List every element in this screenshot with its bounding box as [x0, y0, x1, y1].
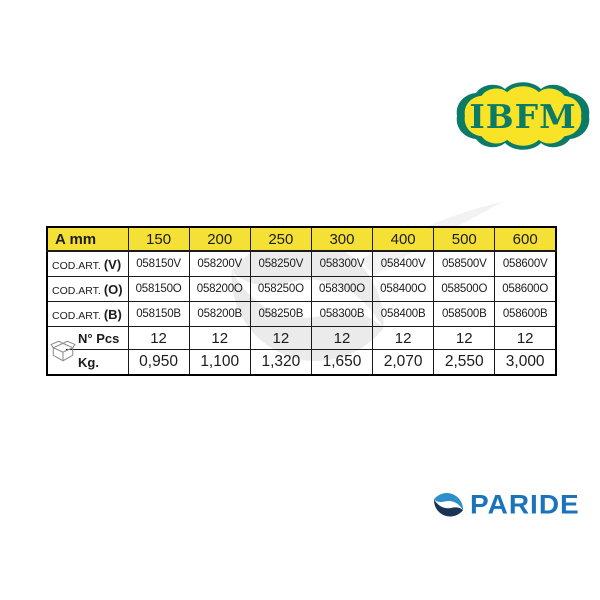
size-header-cell: 150	[127, 226, 190, 252]
ibfm-logo-text: IBFM	[469, 97, 576, 136]
pcs-cell: 12	[249, 326, 312, 350]
ibfm-logo: IBFM	[456, 82, 590, 150]
pcs-cell: 12	[127, 326, 190, 350]
pcs-cell: 12	[310, 326, 374, 350]
code-cell: 058200O	[188, 276, 251, 302]
pcs-cell: 12	[372, 326, 435, 350]
code-cell: 058250V	[249, 250, 312, 277]
code-cell: 058250B	[249, 301, 312, 327]
code-cell: 058250O	[249, 276, 312, 302]
size-header-cell: 400	[372, 226, 435, 252]
kg-cell: 2,550	[433, 349, 496, 376]
code-cell: 058600B	[494, 301, 557, 327]
kg-cell: 2,070	[372, 349, 435, 376]
pcs-cell: 12	[494, 326, 557, 350]
paride-s-top	[434, 493, 463, 511]
cod-art-label: COD.ART.	[52, 259, 101, 272]
ibfm-logo-field	[464, 86, 582, 146]
code-cell: 058600V	[494, 250, 557, 277]
paride-s-icon	[434, 493, 463, 517]
size-header-cell: 250	[249, 226, 312, 252]
kg-cell: 3,000	[494, 349, 557, 376]
size-header-label: A mm	[46, 226, 129, 252]
code-cell: 058200B	[188, 301, 251, 327]
size-header-cell: 600	[494, 226, 557, 252]
code-row-label: COD.ART. (B)	[46, 301, 129, 327]
variant-o: (O)	[103, 281, 123, 297]
code-row-label: COD.ART. (O)	[46, 276, 129, 302]
code-row-b: COD.ART. (B) 058150B 058200B 058250B 0583…	[46, 301, 557, 327]
product-spec-table: A mm 150 200 250 300 400 500 600 COD.ART…	[46, 226, 557, 376]
variant-b: (B)	[103, 306, 122, 322]
kg-cell: 1,100	[188, 349, 251, 376]
size-header-cell: 500	[433, 226, 496, 252]
pcs-label: N° Pcs	[66, 327, 127, 350]
paride-logo: PARIDE	[430, 486, 580, 523]
pcs-cell: 12	[188, 326, 251, 350]
paride-wordmark: PARIDE	[470, 489, 580, 519]
size-header-row: A mm 150 200 250 300 400 500 600	[46, 226, 557, 252]
kg-row: 0,950 1,100 1,320 1,650 2,070 2,550 3,00…	[47, 349, 557, 376]
kg-cell: 1,650	[310, 349, 374, 376]
cod-art-label: COD.ART.	[52, 309, 101, 322]
packaging-labels: N° Pcs Kg.	[48, 327, 127, 374]
code-cell: 058400V	[372, 250, 435, 277]
code-row-label: COD.ART. (V)	[46, 250, 129, 277]
pcs-row: N° Pcs Kg. 12 12 12 12 12 12 12	[46, 326, 557, 376]
cod-art-label: COD.ART.	[52, 284, 101, 297]
code-cell: 058150B	[127, 301, 190, 327]
paride-s-bottom	[434, 499, 463, 517]
box-icon	[50, 340, 76, 361]
pcs-cell: 12	[433, 326, 496, 350]
code-cell: 058300B	[310, 301, 374, 327]
kg-cell: 0,950	[127, 349, 190, 376]
kg-label: Kg.	[78, 354, 99, 370]
packaging-label-cell: N° Pcs Kg.	[46, 326, 129, 376]
code-row-o: COD.ART. (O) 058150O 058200O 058250O 0583…	[46, 276, 557, 302]
code-cell: 058200V	[188, 250, 251, 277]
code-cell: 058500O	[433, 276, 496, 302]
variant-v: (V)	[103, 256, 122, 272]
code-cell: 058400B	[372, 301, 435, 327]
kg-cell: 1,320	[249, 349, 312, 376]
code-cell: 058600O	[494, 276, 557, 302]
code-cell: 058150O	[127, 276, 190, 302]
code-cell: 058300V	[310, 250, 374, 277]
size-header-cell: 200	[188, 226, 251, 252]
code-row-v: COD.ART. (V) 058150V 058200V 058250V 0583…	[46, 250, 557, 277]
code-cell: 058400O	[372, 276, 435, 302]
code-cell: 058300O	[310, 276, 374, 302]
code-cell: 058500V	[433, 250, 496, 277]
code-cell: 058150V	[127, 250, 190, 277]
size-header-cell: 300	[310, 226, 374, 252]
code-cell: 058500B	[433, 301, 496, 327]
